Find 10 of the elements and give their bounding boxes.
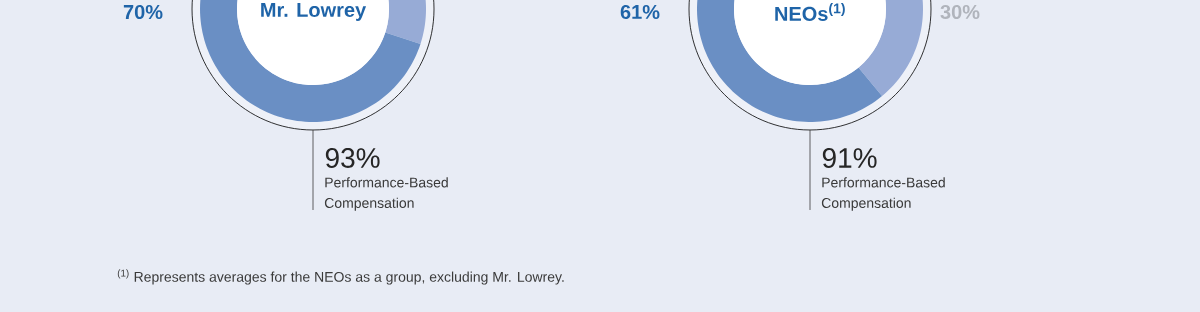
text: 93% xyxy=(325,148,380,168)
data-label: 61% xyxy=(620,4,660,20)
text: Performance-Based Compensation xyxy=(324,177,448,211)
text: 91% xyxy=(822,148,877,168)
data-label: 30% xyxy=(940,4,980,20)
chart-title: Mr. Lowrey xyxy=(261,3,367,21)
text: Performance-Based Compensation xyxy=(821,177,945,211)
text: $^{(1)}$ Represents averages for the NEOs as a group, excluding Mr. Lowrey. xyxy=(117,269,564,285)
chart-title: NEOs$^{(1)}$ xyxy=(775,3,845,21)
data-label: 70% xyxy=(123,4,163,20)
